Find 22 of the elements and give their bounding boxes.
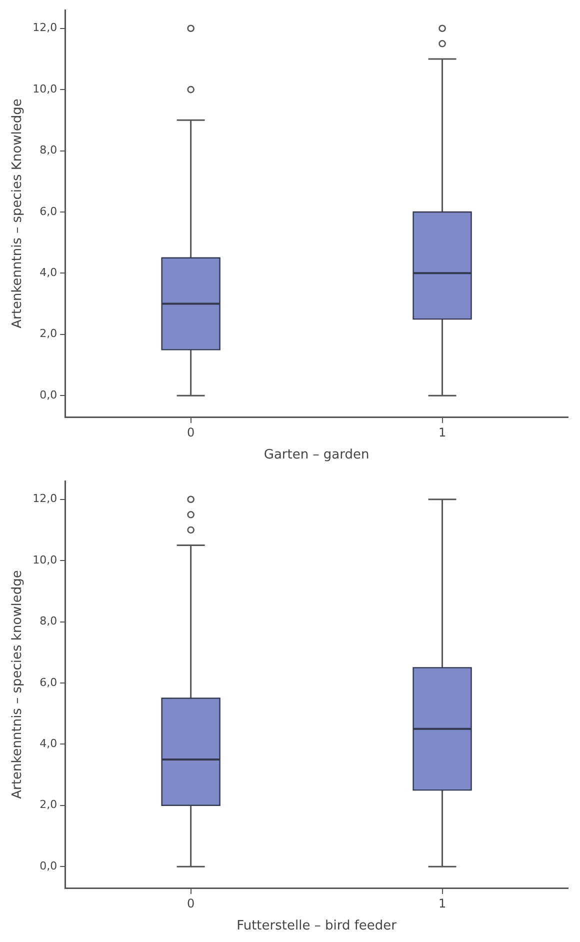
x-tick-label: 1: [438, 425, 446, 440]
y-tick-label: 0,0: [40, 388, 58, 402]
y-tick-label: 10,0: [32, 553, 58, 566]
y-tick-label: 8,0: [40, 614, 58, 628]
y-tick-label: 10,0: [32, 82, 58, 96]
x-axis-title: Futterstelle – bird feeder: [236, 918, 398, 934]
y-tick-label: 12,0: [32, 21, 58, 34]
y-tick-label: 4,0: [40, 737, 58, 750]
y-axis-title: Artenkenntnis – species knowledge: [10, 570, 26, 799]
y-tick-label: 2,0: [40, 327, 58, 340]
x-tick-label: 0: [187, 896, 195, 910]
x-axis-title: Garten – garden: [264, 448, 370, 463]
y-tick-label: 6,0: [40, 676, 58, 689]
y-axis-title: Artenkenntnis – species Knowledge: [10, 98, 26, 328]
y-tick-label: 12,0: [32, 492, 58, 506]
y-tick-label: 0,0: [40, 859, 58, 872]
x-tick-label: 1: [438, 896, 446, 910]
y-tick-label: 6,0: [40, 204, 58, 218]
y-tick-label: 8,0: [40, 144, 58, 157]
y-tick-label: 4,0: [40, 266, 58, 280]
y-tick-label: 2,0: [40, 798, 58, 812]
x-tick-label: 0: [187, 425, 195, 440]
